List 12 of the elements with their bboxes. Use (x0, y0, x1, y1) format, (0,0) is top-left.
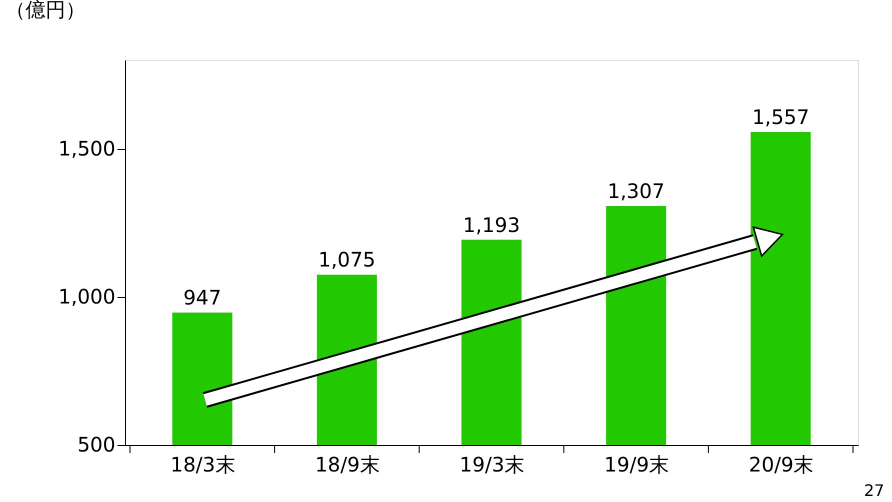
x-tick-label: 18/9末 (314, 452, 380, 476)
data-label: 1,307 (607, 179, 665, 204)
text: 27 (864, 481, 884, 500)
x-tick-label: 19/3末 (460, 452, 524, 476)
y-tick-label: 500 (77, 432, 116, 456)
x-tick-label: 20/9末 (748, 452, 814, 476)
y-tick-label: 1,000 (58, 284, 116, 308)
x-tick-label: 19/9末 (604, 452, 670, 476)
data-label: 1,557 (752, 104, 810, 129)
x-tick-label: 18/3末 (170, 452, 236, 476)
y-axis-title: （億円） (6, 0, 86, 22)
y-tick-label: 1,500 (58, 136, 116, 160)
